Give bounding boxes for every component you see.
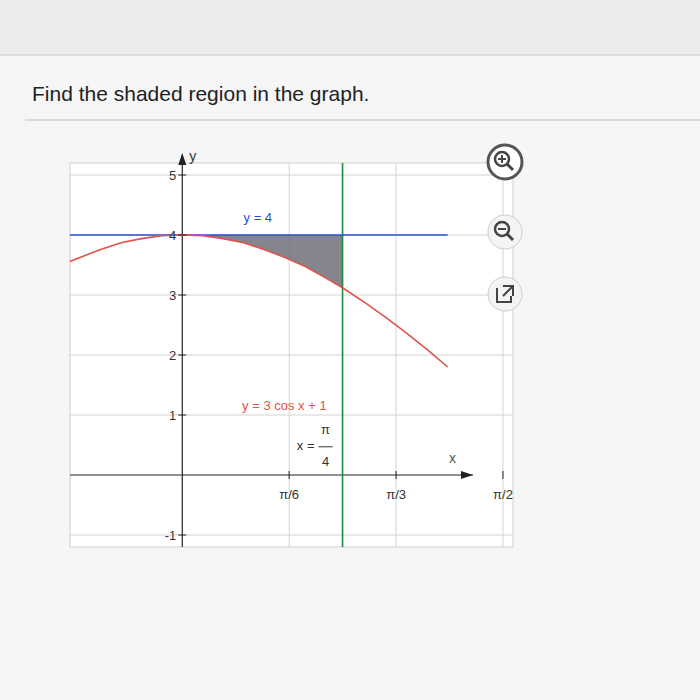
x-tick-label: π/2	[493, 487, 513, 502]
tick	[289, 471, 290, 479]
icon-plus	[501, 155, 503, 163]
grid-line	[70, 295, 513, 296]
panel	[0, 55, 700, 700]
marks	[70, 163, 448, 547]
icon-lens	[495, 222, 509, 236]
x-tick-label: π/3	[386, 487, 406, 502]
x-axis-label: x	[449, 450, 456, 466]
tick	[178, 175, 186, 176]
toolbar-icon[interactable]	[488, 145, 522, 179]
x-axis-arrow	[461, 471, 473, 479]
top-rule	[0, 55, 700, 56]
grid-line	[70, 415, 513, 416]
y-axis	[182, 155, 183, 547]
tick	[178, 415, 186, 416]
tick	[178, 235, 186, 236]
icon-minus	[498, 228, 506, 230]
y-tick-label: 2	[169, 348, 176, 363]
plot-area	[70, 163, 513, 547]
icon-popout	[497, 286, 513, 302]
shaded-region	[182, 235, 342, 288]
grid-line	[70, 535, 513, 536]
title-rule	[25, 119, 700, 121]
grid-line	[70, 235, 513, 236]
icon-handle	[507, 234, 513, 240]
series-line	[70, 235, 448, 367]
icon-lens	[495, 152, 509, 166]
icon-circle	[488, 215, 522, 249]
toolbar-icon[interactable]	[488, 215, 522, 249]
tick	[396, 471, 397, 479]
x-tick-label: π/6	[279, 487, 299, 502]
icon-circle	[488, 145, 522, 179]
icon-circle	[488, 277, 522, 311]
toolbar-icon[interactable]	[488, 277, 522, 311]
y-axis-arrow	[178, 153, 186, 165]
y-tick-label: -1	[165, 528, 177, 543]
background	[0, 0, 700, 700]
fraction-bar	[319, 446, 333, 447]
y-tick-label: 3	[169, 288, 176, 303]
y-tick-label: 4	[169, 228, 176, 243]
y-tick-label: 5	[169, 168, 176, 183]
icon-handle	[507, 164, 513, 170]
vertical-line	[342, 163, 344, 547]
title: Find the shaded region in the graph.	[32, 82, 369, 105]
tick	[178, 355, 186, 356]
tick	[178, 295, 186, 296]
vline-numerator: π	[321, 422, 330, 437]
vline-label: x =	[297, 438, 315, 453]
grid-line	[70, 175, 513, 176]
series-label: y = 3 cos x + 1	[242, 398, 327, 413]
y-axis-label: y	[189, 148, 196, 164]
x-axis	[70, 474, 473, 475]
grid-line	[70, 355, 513, 356]
y-tick-label: 1	[169, 408, 176, 423]
tick	[178, 535, 186, 536]
vline-denominator: 4	[322, 454, 329, 469]
series-label: y = 4	[244, 210, 273, 225]
series-line	[70, 234, 448, 236]
tick	[502, 471, 503, 479]
